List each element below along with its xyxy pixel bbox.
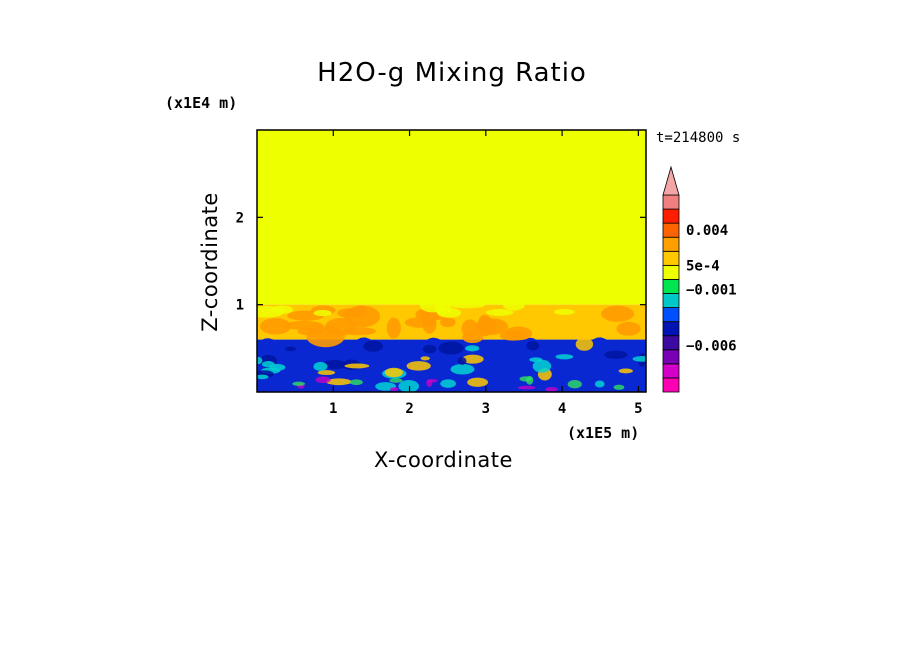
- eddy: [313, 361, 328, 372]
- colorbar-label: −0.006: [686, 339, 737, 355]
- plume: [419, 298, 446, 313]
- eddy: [440, 379, 457, 388]
- colorbar-label: −0.001: [686, 282, 737, 298]
- colorbar-segment: [662, 321, 680, 337]
- plume: [601, 305, 635, 322]
- contour-field: [257, 130, 646, 392]
- plume: [504, 326, 533, 341]
- y-axis-ticks: 12: [236, 210, 646, 314]
- eddy: [604, 350, 628, 359]
- plume: [386, 317, 401, 339]
- eddy: [344, 363, 370, 369]
- colorbar-segment: [662, 349, 680, 365]
- eddy: [406, 361, 431, 371]
- eddy: [349, 379, 363, 386]
- eddy: [467, 377, 489, 387]
- eddy: [257, 357, 263, 365]
- eddy: [618, 368, 633, 374]
- plume: [260, 318, 292, 335]
- y-tick-label: 2: [236, 210, 244, 226]
- plume: [440, 317, 456, 328]
- colorbar-extend-arrow: [662, 165, 680, 196]
- eddy: [426, 379, 433, 387]
- eddy: [532, 359, 552, 373]
- plume: [502, 297, 526, 311]
- colorbar-segment: [662, 279, 680, 294]
- colorbar-label: 5e-4: [686, 258, 720, 274]
- eddy: [438, 341, 464, 355]
- eddy: [322, 360, 348, 370]
- plume: [297, 327, 323, 336]
- plume: [354, 305, 367, 318]
- y-tick-label: 1: [236, 298, 244, 314]
- x-tick-label: 4: [558, 401, 566, 417]
- eddy: [390, 387, 399, 392]
- eddy: [567, 380, 582, 389]
- colorbar-segment: [662, 194, 680, 210]
- colorbar-segment: [662, 293, 680, 308]
- chart-title: H2O-g Mixing Ratio: [317, 58, 587, 88]
- eddy: [257, 374, 269, 380]
- eddy: [575, 337, 594, 351]
- eddy: [519, 376, 533, 382]
- colorbar-segment: [662, 222, 680, 238]
- eddy: [555, 354, 574, 360]
- eddy: [465, 345, 480, 352]
- plume: [486, 309, 514, 316]
- colorbar-segment: [662, 264, 680, 280]
- plume: [270, 305, 294, 314]
- eddy: [389, 378, 403, 383]
- x-tick-label: 3: [482, 401, 490, 417]
- eddy: [292, 381, 306, 386]
- colorbar: 0.004 5e-4 −0.001 −0.006: [662, 165, 737, 393]
- eddy: [526, 340, 540, 351]
- plume: [477, 314, 493, 337]
- plume: [446, 301, 486, 309]
- plume: [554, 308, 575, 315]
- eddy: [632, 356, 646, 362]
- eddy: [317, 370, 336, 376]
- eddy: [420, 356, 430, 361]
- colorbar-segment: [662, 335, 680, 351]
- colorbar-segment: [662, 208, 680, 224]
- eddy: [613, 384, 625, 390]
- z-unit-label: (x1E4 m): [165, 94, 238, 112]
- x-tick-label: 2: [405, 401, 413, 417]
- eddy: [326, 378, 352, 386]
- eddy: [285, 346, 296, 352]
- plume: [284, 320, 324, 330]
- eddy: [423, 344, 437, 354]
- eddy: [269, 363, 286, 371]
- eddy: [517, 385, 536, 390]
- eddy: [545, 387, 558, 392]
- eddy: [450, 363, 475, 375]
- colorbar-segment: [662, 363, 680, 379]
- colorbar-segment: [662, 377, 680, 393]
- x-tick-label: 1: [329, 401, 337, 417]
- plume: [462, 331, 484, 344]
- colorbar-segment: [662, 307, 680, 323]
- eddy: [457, 357, 467, 365]
- plume: [616, 321, 641, 336]
- eddy: [398, 379, 420, 392]
- eddy: [594, 380, 605, 388]
- colorbar-segment: [662, 236, 680, 252]
- plot-frame: [256, 129, 647, 393]
- eddy: [363, 340, 384, 352]
- eddy: [315, 376, 331, 384]
- x-tick-label: 5: [634, 401, 642, 417]
- x-axis-label: X-coordinate: [374, 448, 513, 472]
- time-label: t=214800 s: [656, 130, 741, 146]
- field-region-0: [257, 130, 646, 305]
- plume: [325, 317, 357, 336]
- x-unit-label: (x1E5 m): [567, 424, 640, 442]
- eddy: [384, 367, 403, 378]
- colorbar-label: 0.004: [686, 223, 728, 239]
- plume: [313, 309, 332, 317]
- eddy: [462, 354, 484, 364]
- colorbar-segment: [662, 250, 680, 266]
- x-axis-ticks: 1 2 3 4 5: [329, 130, 643, 417]
